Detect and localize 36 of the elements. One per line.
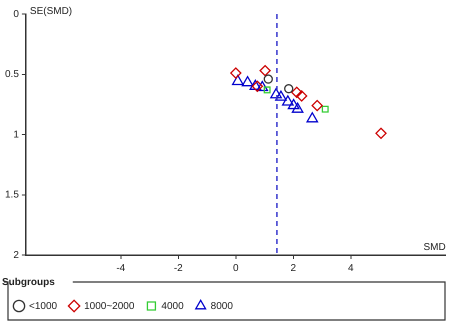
- y-tick-label: 0: [13, 8, 20, 20]
- point: [288, 98, 300, 110]
- point: [375, 128, 387, 139]
- point: [256, 80, 268, 92]
- point: [259, 64, 271, 76]
- point: [291, 86, 302, 98]
- legend-label: 4000: [161, 300, 184, 312]
- x-tick-label: -4: [116, 262, 126, 274]
- point: [270, 88, 282, 98]
- legend-title: Subgroups: [2, 276, 56, 288]
- point: [322, 106, 329, 113]
- x-tick-label: -2: [174, 262, 184, 274]
- x-tick-label: 2: [290, 262, 297, 274]
- x-tick-label: 0: [233, 262, 240, 274]
- point: [264, 74, 273, 84]
- x-axis-title: SMD: [423, 242, 446, 253]
- y-tick-label: 1: [13, 129, 20, 140]
- point: [292, 102, 304, 113]
- y-tick-label: 1.5: [4, 190, 20, 200]
- point: [312, 100, 323, 112]
- x-tick-label: 4: [348, 262, 354, 274]
- point: [232, 74, 244, 86]
- y-axis-title: SE(SMD): [30, 6, 72, 17]
- y-tick-label: 2: [13, 250, 20, 261]
- legend-label: 1000~2000: [84, 300, 135, 312]
- point: [282, 95, 294, 106]
- point: [242, 76, 254, 86]
- legend-label: <1000: [29, 300, 58, 312]
- point: [275, 90, 287, 101]
- point: [284, 84, 294, 94]
- point: [296, 90, 308, 102]
- point: [230, 67, 242, 79]
- point: [264, 86, 271, 94]
- y-tick-label: 0.5: [4, 69, 20, 80]
- legend-label: 8000: [210, 300, 234, 312]
- point: [306, 112, 318, 122]
